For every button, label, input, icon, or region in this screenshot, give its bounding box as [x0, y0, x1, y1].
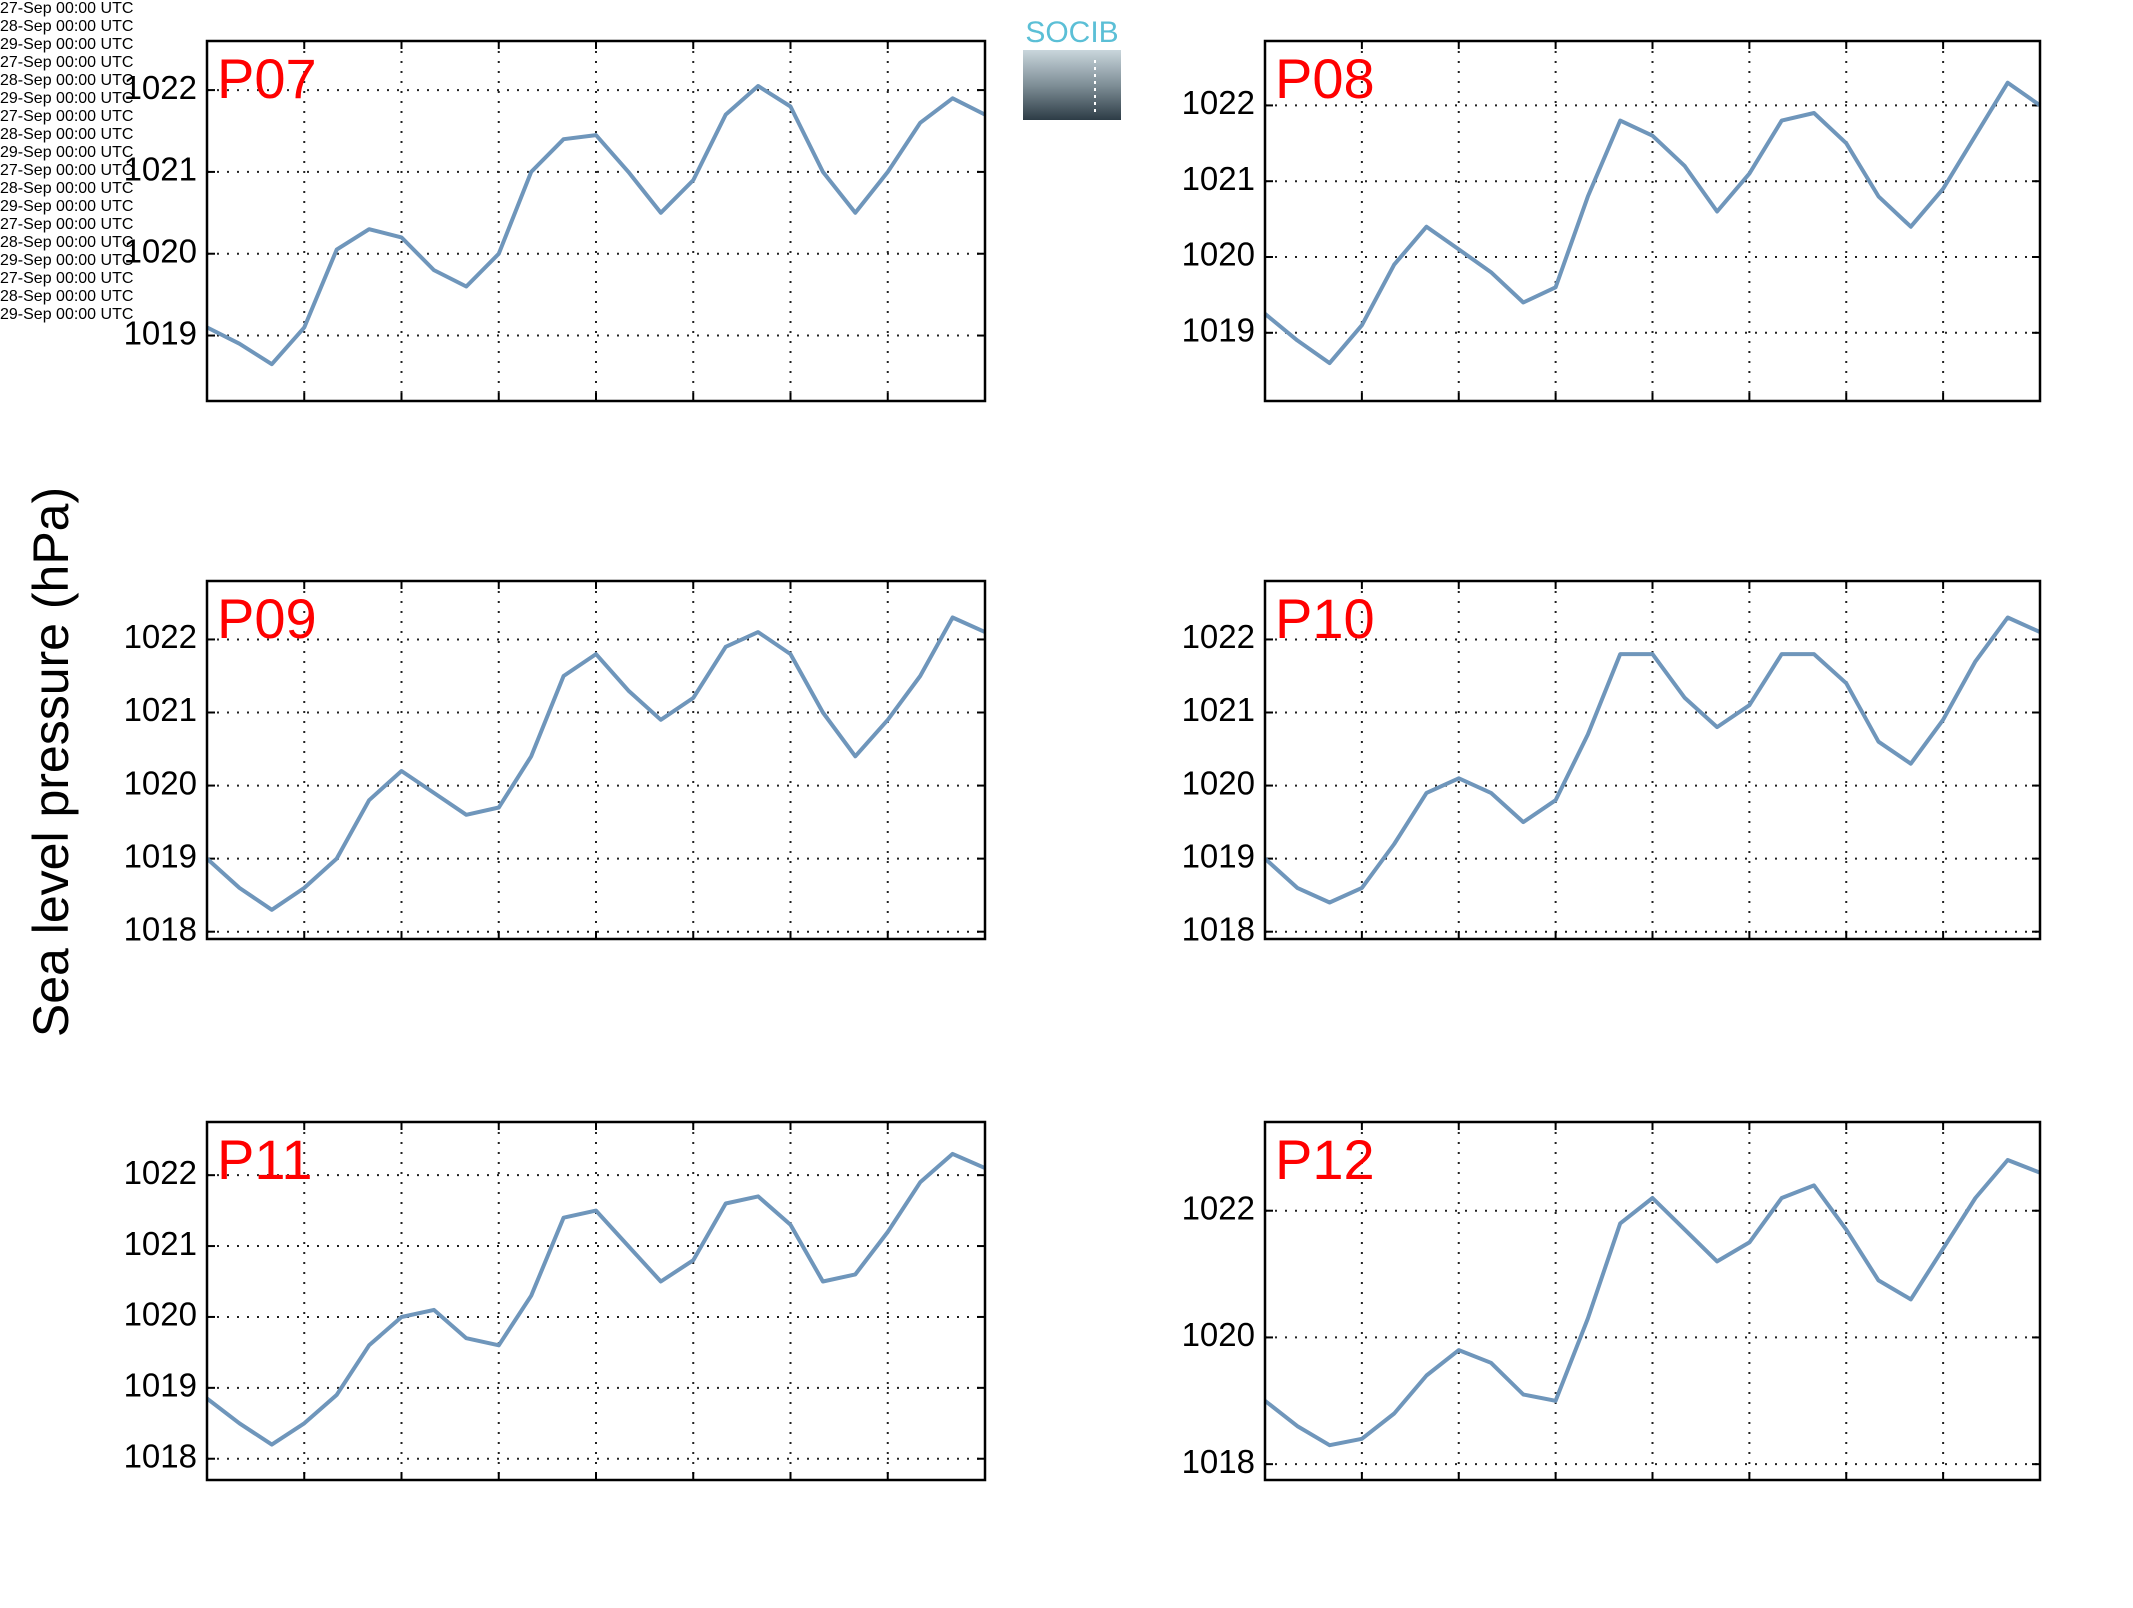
panel-title: P08 — [1275, 47, 1375, 110]
x-tick-label: 27-Sep 00:00 UTC — [0, 54, 134, 71]
logo-text: SOCIB — [1025, 16, 1118, 49]
y-tick-label: 1022 — [124, 618, 197, 655]
y-tick-label: 1021 — [1182, 691, 1255, 728]
data-line — [1263, 1158, 2041, 1448]
y-tick-label: 1022 — [124, 69, 197, 106]
y-tick-label: 1018 — [1182, 910, 1255, 947]
plot-frame — [205, 39, 987, 403]
y-tick-label: 1019 — [1182, 312, 1255, 349]
x-tick-label: 27-Sep 00:00 UTC — [0, 270, 134, 287]
plot-frame — [205, 1120, 987, 1482]
y-tick-label: 1022 — [1182, 84, 1255, 121]
x-tick-label: 28-Sep 00:00 UTC — [0, 180, 134, 197]
panel-title: P07 — [217, 47, 317, 110]
y-tick-label: 1020 — [1182, 1316, 1255, 1353]
panel-title: P10 — [1275, 587, 1375, 650]
y-tick-label: 1021 — [124, 691, 197, 728]
logo-box — [1023, 50, 1121, 120]
y-tick-label: 1020 — [124, 764, 197, 801]
plot-frame — [205, 579, 987, 941]
y-tick-label: 1020 — [1182, 764, 1255, 801]
y-tick-label: 1020 — [124, 232, 197, 269]
plot-area — [1265, 1122, 2040, 1480]
data-line — [205, 615, 986, 912]
panel-title: P11 — [217, 1128, 312, 1191]
y-tick-label: 1018 — [124, 1437, 197, 1474]
x-tick-label: 27-Sep 00:00 UTC — [0, 108, 134, 125]
x-tick-label: 29-Sep 00:00 UTC — [0, 198, 134, 215]
x-tick-label: 29-Sep 00:00 UTC — [0, 36, 134, 53]
data-line — [206, 84, 986, 367]
x-tick-label: 28-Sep 00:00 UTC — [0, 234, 134, 251]
plot-frame — [1263, 39, 2042, 403]
x-tick-label: 28-Sep 00:00 UTC — [0, 288, 134, 305]
y-tick-label: 1018 — [1182, 1443, 1255, 1480]
x-tick-label: 29-Sep 00:00 UTC — [0, 144, 134, 161]
x-tick-label: 29-Sep 00:00 UTC — [0, 306, 134, 323]
panel-title: P09 — [217, 587, 317, 650]
plot-frame — [1263, 1120, 2042, 1482]
y-tick-label: 1019 — [124, 1367, 197, 1404]
x-tick-label: 27-Sep 00:00 UTC — [0, 162, 134, 179]
y-tick-label: 1020 — [124, 1296, 197, 1333]
y-tick-label: 1019 — [1182, 837, 1255, 874]
plot-area — [1265, 581, 2040, 939]
plot-frame — [1263, 579, 2042, 941]
y-tick-label: 1022 — [1182, 1189, 1255, 1226]
plot-area — [207, 1122, 985, 1480]
y-tick-label: 1022 — [1182, 618, 1255, 655]
y-axis-label: Sea level pressure (hPa) — [23, 487, 79, 1037]
data-line — [205, 1151, 986, 1447]
y-tick-label: 1019 — [124, 837, 197, 874]
x-tick-label: 29-Sep 00:00 UTC — [0, 252, 134, 269]
data-line — [1263, 615, 2041, 905]
x-tick-label: 28-Sep 00:00 UTC — [0, 18, 134, 35]
y-tick-label: 1020 — [1182, 236, 1255, 273]
y-tick-label: 1021 — [124, 1225, 197, 1262]
y-tick-label: 1021 — [1182, 160, 1255, 197]
panel-title: P12 — [1275, 1128, 1375, 1191]
x-tick-label: 27-Sep 00:00 UTC — [0, 0, 134, 17]
plot-area — [207, 581, 985, 939]
y-tick-label: 1019 — [124, 314, 197, 351]
x-tick-label: 28-Sep 00:00 UTC — [0, 72, 134, 89]
data-line — [1263, 80, 2042, 366]
x-tick-label: 29-Sep 00:00 UTC — [0, 90, 134, 107]
x-tick-label: 27-Sep 00:00 UTC — [0, 216, 134, 233]
y-tick-label: 1021 — [124, 151, 197, 188]
x-tick-label: 28-Sep 00:00 UTC — [0, 126, 134, 143]
y-tick-label: 1018 — [124, 910, 197, 947]
y-tick-label: 1022 — [124, 1154, 197, 1191]
